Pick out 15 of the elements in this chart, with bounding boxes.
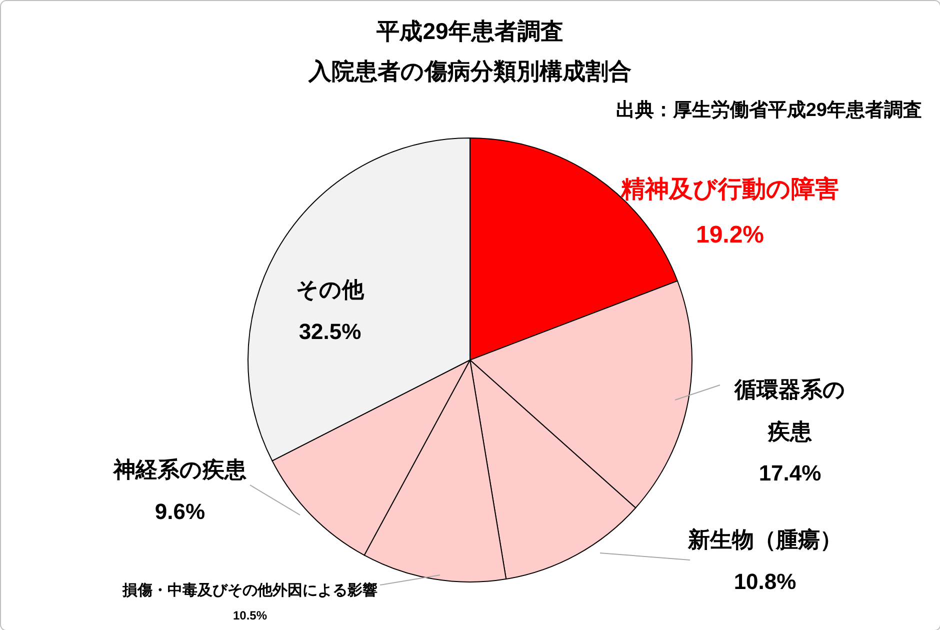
data-label: 10.8% bbox=[734, 568, 796, 594]
slice-label: 新生物（腫瘍） bbox=[687, 527, 842, 552]
data-label: 10.5% bbox=[232, 608, 268, 622]
data-label: 19.2% bbox=[696, 222, 764, 249]
chart-subtitle: 入院患者の傷病分類別構成割合 bbox=[308, 58, 632, 84]
slice-label: 循環器系の疾患 bbox=[734, 377, 846, 444]
data-label: 9.6% bbox=[154, 498, 206, 524]
chart-title: 平成29年患者調査 bbox=[376, 18, 564, 44]
data-label: 17.4% bbox=[758, 460, 822, 486]
slice-label: その他 bbox=[296, 277, 365, 302]
slice-label: 神経系の疾患 bbox=[112, 457, 248, 482]
data-label: 32.5% bbox=[298, 318, 362, 344]
slice-label: 精神及び行動の障害 bbox=[620, 175, 839, 203]
source-note: 出典：厚生労働省平成29年患者調査 bbox=[616, 99, 922, 121]
slice-label: 損傷・中毒及びその他外因による影響 bbox=[122, 582, 378, 599]
